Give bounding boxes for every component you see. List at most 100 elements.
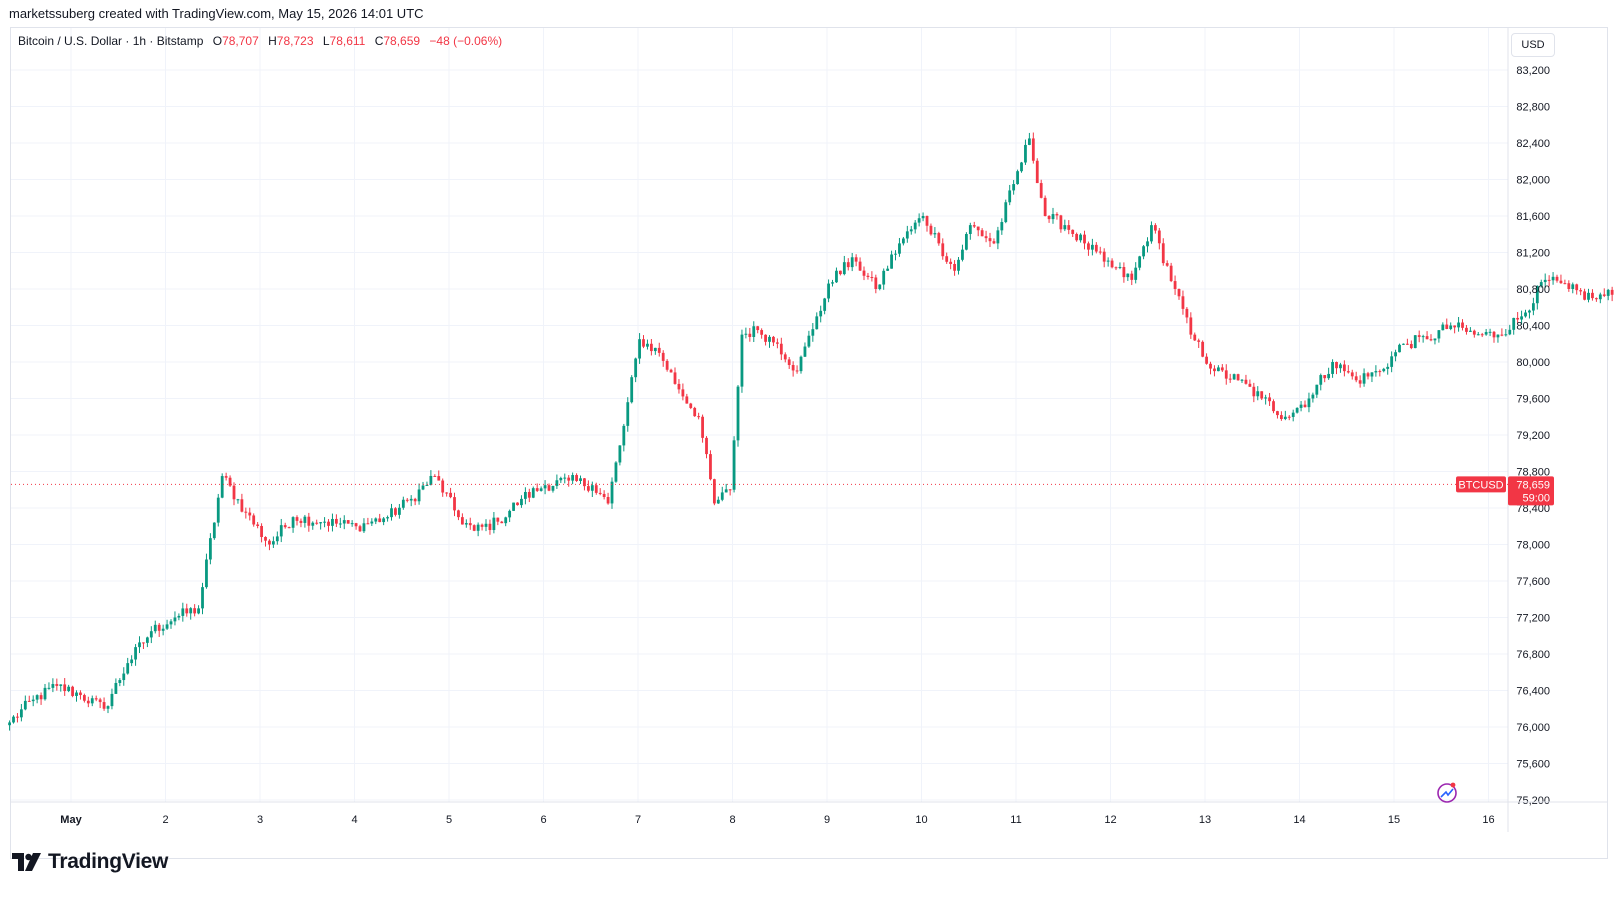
candle: [1421, 334, 1425, 343]
candle: [1575, 283, 1579, 295]
symbol-label[interactable]: Bitcoin / U.S. Dollar · 1h · Bitstamp: [18, 34, 204, 48]
candle: [366, 517, 370, 525]
candle: [618, 445, 622, 466]
price-tick-label: 76,400: [1516, 686, 1550, 698]
ticker-tag: [1456, 476, 1506, 493]
candle: [1331, 359, 1334, 378]
candle: [401, 496, 405, 510]
candle: [157, 622, 161, 637]
candle: [1020, 161, 1023, 173]
candle: [1445, 318, 1449, 330]
time-tick-label: 2: [162, 814, 168, 826]
candle: [1201, 340, 1205, 358]
candle: [287, 526, 291, 529]
candle: [1512, 317, 1516, 335]
candle: [82, 693, 86, 703]
candle: [1335, 361, 1338, 375]
candle: [106, 705, 110, 714]
candle: [913, 220, 917, 234]
candle: [327, 519, 330, 532]
candle: [1370, 372, 1374, 383]
candle: [378, 513, 382, 523]
candle: [1307, 392, 1311, 413]
candle: [523, 487, 527, 505]
candle: [1543, 273, 1547, 289]
candle: [55, 678, 59, 691]
candle: [634, 357, 638, 383]
candle: [102, 697, 106, 711]
candle: [1083, 230, 1086, 250]
candle: [1236, 373, 1240, 381]
candle: [1524, 309, 1527, 318]
candle: [35, 694, 39, 704]
tradingview-logo: TradingView: [12, 850, 168, 874]
ticker-tag-label: BTCUSD: [1458, 479, 1503, 491]
candle: [94, 695, 98, 702]
candle: [86, 696, 90, 708]
candle: [850, 252, 854, 272]
candle: [701, 414, 704, 443]
candle: [405, 498, 409, 503]
candle: [331, 513, 334, 532]
candle: [1598, 292, 1602, 304]
candle: [181, 602, 185, 622]
candle: [8, 720, 11, 731]
candle: [354, 522, 358, 530]
candles: [8, 132, 1614, 731]
candle: [1185, 307, 1189, 324]
candle: [772, 335, 775, 347]
candle: [169, 619, 173, 629]
candle: [413, 497, 417, 506]
candle: [929, 223, 933, 236]
candle: [1358, 375, 1362, 388]
candle: [1051, 207, 1055, 224]
candle: [1295, 407, 1299, 414]
candle: [661, 350, 665, 367]
candle: [968, 222, 972, 240]
candle: [390, 503, 393, 521]
candle: [1567, 280, 1571, 292]
candle: [602, 490, 606, 500]
candle: [1342, 360, 1346, 377]
candle: [626, 397, 630, 432]
candle: [575, 473, 578, 482]
candle: [1055, 212, 1059, 220]
candle: [996, 226, 1000, 250]
lightning-icon: [1437, 782, 1457, 803]
candle: [937, 231, 941, 246]
candle: [898, 237, 901, 257]
candle: [1094, 242, 1098, 254]
price-tick-label: 76,800: [1516, 649, 1550, 661]
candle: [646, 339, 649, 350]
candle: [1327, 367, 1331, 380]
time-tick-label: 15: [1388, 814, 1400, 826]
candle: [338, 517, 342, 529]
candle: [508, 509, 512, 523]
candle: [1142, 244, 1145, 260]
candle: [260, 523, 263, 543]
candle: [1220, 364, 1224, 372]
price-tick-label: 82,400: [1516, 138, 1550, 150]
candle: [110, 688, 114, 710]
candle: [134, 644, 137, 666]
candle: [638, 333, 641, 364]
candle: [1539, 279, 1543, 288]
candle: [315, 519, 319, 525]
candle: [827, 279, 830, 303]
candle: [870, 271, 874, 282]
candle: [976, 226, 980, 237]
candle: [752, 321, 756, 343]
candle: [1035, 158, 1039, 184]
candle: [185, 603, 189, 617]
candle: [323, 517, 326, 528]
candle: [303, 514, 307, 528]
candle: [732, 436, 736, 493]
candle: [1500, 328, 1504, 337]
candle: [819, 305, 823, 323]
currency-button[interactable]: USD: [1511, 33, 1555, 57]
candle: [1547, 275, 1551, 287]
candle: [1461, 319, 1464, 331]
candle: [1244, 374, 1248, 385]
price-tick-label: 82,000: [1516, 175, 1550, 187]
